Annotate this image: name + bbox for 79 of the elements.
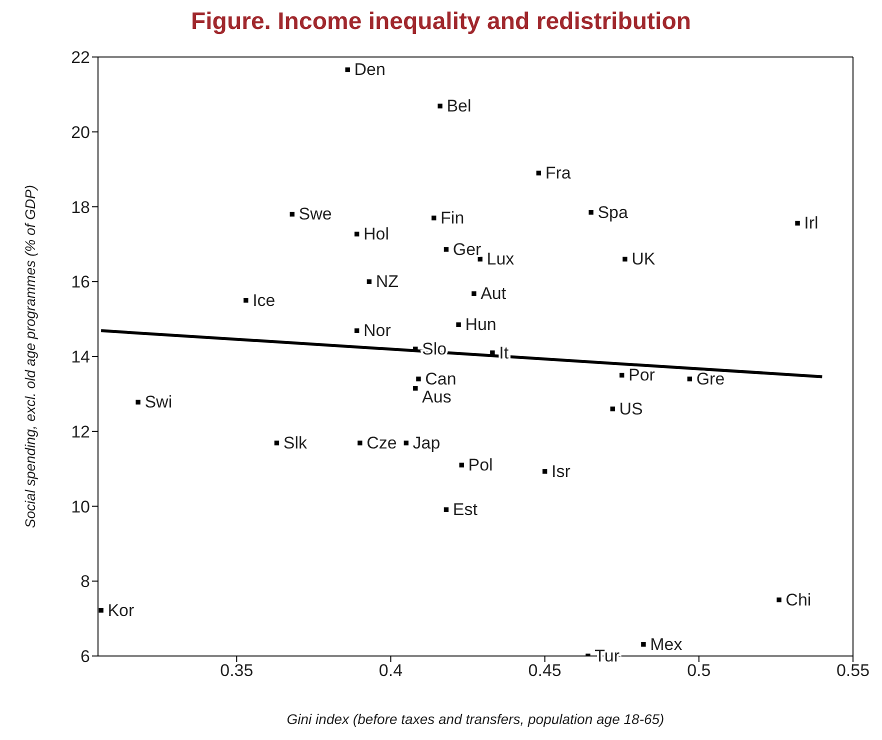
data-label: Isr: [551, 462, 571, 481]
point: [795, 220, 800, 226]
point: [536, 170, 542, 176]
x-tick-label: 0.55: [836, 661, 870, 680]
y-tick-label: 6: [80, 647, 90, 666]
point: [610, 406, 615, 412]
x-tick-label: 0.5: [687, 661, 711, 680]
point: [472, 291, 476, 296]
data-label: Aut: [480, 284, 506, 304]
y-tick-label: 22: [71, 48, 90, 68]
x-tick-label: 0.35: [220, 661, 254, 680]
point: [542, 469, 548, 474]
data-label: Slk: [283, 433, 308, 452]
data-label: Fra: [545, 164, 572, 183]
y-axis-title: Social spending, excl. old age programmes (% of GDP): [22, 184, 38, 528]
data-label: Hun: [465, 315, 496, 334]
data-label: Fin: [440, 208, 464, 228]
x-tick-label: 0.4: [378, 661, 403, 680]
data-label: Hol: [364, 224, 390, 244]
point: [274, 440, 280, 446]
data-label: NZ: [376, 272, 398, 292]
point: [456, 322, 461, 328]
data-label: Kor: [108, 600, 135, 620]
data-label: Jap: [412, 433, 440, 452]
point: [413, 386, 418, 391]
point: [641, 642, 646, 647]
point: [776, 598, 782, 602]
chart-title: Figure. Income inequality and redistribution: [190, 8, 692, 36]
data-label: Aus: [422, 387, 452, 406]
y-tick-label: 20: [71, 122, 90, 142]
point: [290, 212, 294, 217]
data-label: Chi: [786, 590, 812, 610]
point: [354, 232, 360, 236]
data-label: Swe: [298, 204, 332, 224]
point: [622, 256, 628, 262]
y-tick-label: 10: [71, 497, 90, 516]
x-tick-label: 0.45: [528, 661, 562, 680]
data-label: Nor: [364, 321, 392, 340]
data-label: Lux: [486, 250, 515, 269]
y-tick-label: 16: [71, 272, 90, 292]
data-label: Mex: [650, 634, 683, 654]
data-label: Bel: [446, 96, 472, 116]
data-label: Cze: [366, 433, 397, 452]
x-axis-title: Gini index (before taxes and transfers, population age 18-65): [286, 710, 664, 727]
point: [136, 400, 140, 405]
point: [620, 372, 624, 378]
data-label: Den: [354, 60, 386, 80]
point: [416, 376, 421, 382]
data-label: UK: [632, 250, 656, 269]
point: [98, 608, 104, 613]
y-tick-label: 12: [71, 422, 90, 442]
data-label: Ger: [452, 240, 482, 259]
data-label: Est: [452, 500, 478, 520]
data-label: Swi: [144, 392, 172, 412]
data-label: Por: [628, 366, 656, 385]
point: [438, 104, 442, 108]
point: [588, 210, 594, 215]
data-label: US: [619, 399, 643, 418]
point: [358, 440, 362, 446]
data-label: Spa: [598, 202, 628, 222]
data-label: Ice: [252, 290, 276, 310]
point: [444, 247, 449, 252]
y-tick-label: 18: [71, 198, 90, 217]
point: [366, 279, 372, 284]
y-tick-label: 8: [80, 572, 90, 592]
point: [459, 462, 464, 468]
point: [478, 256, 482, 262]
point: [432, 216, 436, 220]
point: [354, 328, 360, 334]
data-label: Irl: [804, 214, 818, 233]
y-tick-label: 14: [71, 348, 90, 367]
data-label: Can: [425, 369, 456, 388]
point: [687, 376, 692, 382]
point: [444, 507, 449, 512]
point: [404, 440, 409, 446]
point: [244, 298, 248, 303]
point: [345, 67, 350, 72]
data-label: Pol: [468, 456, 493, 475]
data-label: Gre: [696, 369, 725, 388]
